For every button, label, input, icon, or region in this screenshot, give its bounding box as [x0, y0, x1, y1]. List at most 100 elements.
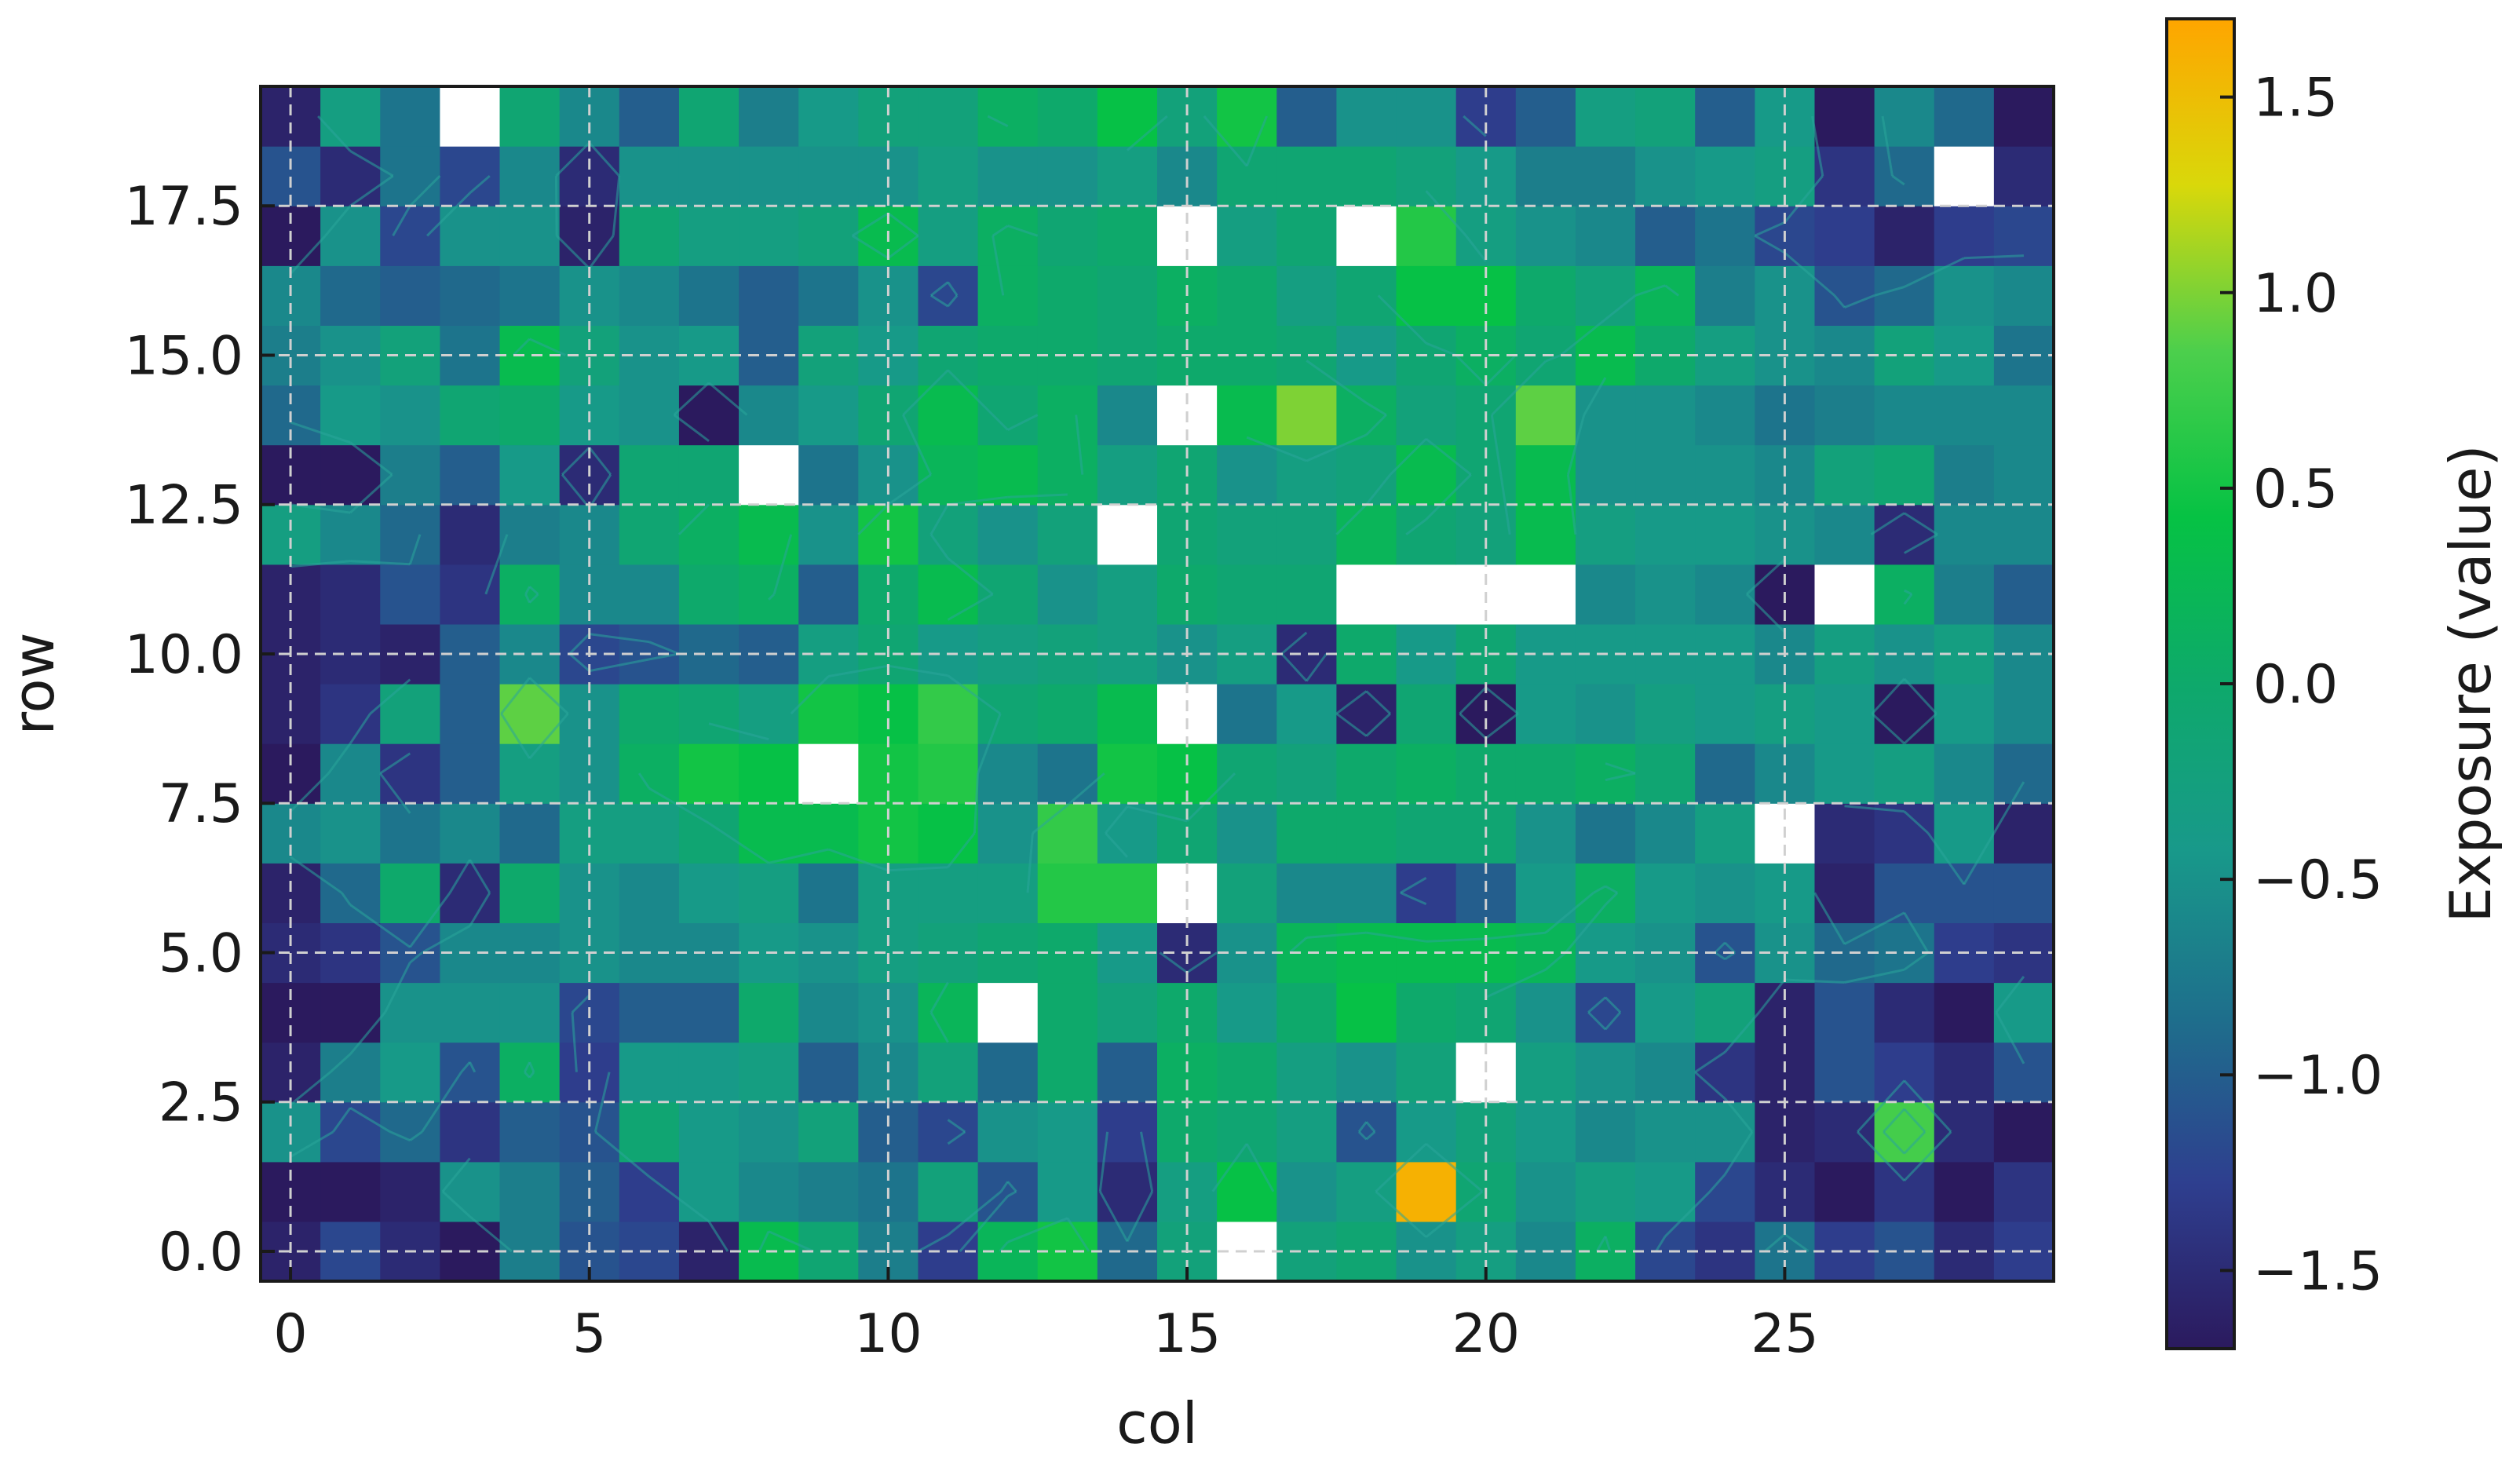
heatmap-cell: [440, 1101, 501, 1163]
heatmap-cell: [1396, 385, 1457, 446]
contour-segment: [1280, 652, 1308, 682]
contour-segment: [1559, 318, 1606, 356]
heatmap-cell: [739, 743, 799, 804]
heatmap-cell: [1993, 504, 2054, 565]
contour-segment: [1288, 937, 1308, 954]
contour-segment: [887, 235, 919, 260]
y-tick-label: 15.0: [125, 325, 243, 387]
heatmap-cell: [1934, 803, 1995, 864]
contour-segment: [469, 1215, 513, 1253]
heatmap-cell: [380, 206, 440, 266]
heatmap-cell: [1575, 206, 1636, 266]
contour-segment: [708, 722, 769, 741]
heatmap-cell: [739, 385, 799, 446]
colorbar-tick-label: −1.5: [2253, 1240, 2383, 1302]
contour-segment: [524, 593, 531, 604]
heatmap-cell: [1635, 1042, 1696, 1103]
contour-segment: [1357, 1130, 1368, 1141]
contour-segment: [959, 1195, 1009, 1252]
heatmap-cell: [320, 803, 381, 864]
heatmap-cell: [1097, 1042, 1158, 1103]
heatmap-cell: [977, 146, 1039, 206]
contour-segment: [947, 1130, 966, 1145]
contour-segment: [528, 586, 539, 596]
heatmap-cell: [380, 1161, 440, 1222]
heatmap-cell: [1635, 863, 1696, 923]
heatmap-cell: [559, 684, 620, 744]
heatmap-cell: [1336, 444, 1397, 506]
heatmap-cell: [918, 1161, 979, 1222]
heatmap-cell: [1097, 803, 1158, 864]
contour-segment: [349, 441, 393, 476]
contour-segment: [1499, 474, 1511, 535]
contour-segment: [589, 633, 650, 644]
contour-segment: [1007, 414, 1039, 431]
contour-segment: [1377, 294, 1427, 345]
contour-segment: [1714, 951, 1726, 961]
contour-segment: [1811, 115, 1824, 177]
contour-segment: [350, 560, 411, 566]
heatmap-cell: [1515, 385, 1576, 446]
heatmap-cell: [918, 743, 979, 804]
heatmap-cell: [1814, 146, 1875, 206]
heatmap-cell: [380, 385, 440, 446]
contour-segment: [384, 962, 411, 1013]
contour-segment: [948, 495, 1008, 506]
contour-segment: [408, 534, 422, 565]
contour-segment: [1465, 235, 1487, 262]
contour-segment: [1871, 712, 1905, 745]
heatmap-cell: [678, 1221, 740, 1282]
heatmap-cell: [798, 504, 859, 565]
heatmap-cell: [1993, 982, 2054, 1043]
heatmap-cell: [1934, 206, 1995, 266]
contour-segment: [947, 674, 1002, 715]
heatmap-cell: [1276, 444, 1337, 506]
contour-segment: [977, 713, 1002, 774]
heatmap-cell: [1874, 86, 1935, 147]
contour-segment: [290, 1071, 331, 1106]
heatmap-cell: [1336, 86, 1397, 147]
heatmap-cell: [678, 504, 740, 565]
contour-segment: [999, 1181, 1009, 1192]
heatmap-cell: [1814, 206, 1875, 266]
contour-segment: [987, 115, 1009, 128]
heatmap-cell: [739, 803, 799, 864]
contour-segment: [851, 235, 889, 260]
contour-segment: [648, 641, 680, 655]
heatmap-cell: [1336, 1101, 1397, 1163]
heatmap-cell-missing: [1814, 564, 1875, 625]
heatmap-cell: [440, 206, 501, 266]
heatmap-cell: [1575, 86, 1636, 147]
heatmap-cell: [678, 1042, 740, 1103]
heatmap-cell: [499, 1161, 561, 1222]
heatmap-cell: [1695, 504, 1755, 565]
contour-segment: [1843, 911, 1905, 945]
heatmap-cell: [499, 385, 561, 446]
colorbar-tick-label: −0.5: [2253, 849, 2383, 911]
contour-segment: [1140, 1131, 1154, 1192]
contour-segment: [1963, 832, 1996, 886]
contour-segment: [1425, 190, 1467, 237]
heatmap-cell: [918, 684, 979, 744]
heatmap-cell: [1874, 265, 1935, 326]
heatmap-cell-missing: [1934, 146, 1995, 206]
heatmap-cell: [499, 1042, 561, 1103]
contour-segment: [947, 557, 994, 596]
y-tick-label: 5.0: [159, 922, 243, 984]
contour-segment: [827, 848, 889, 872]
contour-segment: [1405, 518, 1427, 535]
heatmap-cell: [1276, 803, 1337, 864]
heatmap-cell: [1097, 863, 1158, 923]
contour-segment: [1485, 931, 1547, 940]
heatmap-cell: [1575, 743, 1636, 804]
heatmap-cell: [1874, 743, 1935, 804]
heatmap-cell: [1396, 1161, 1457, 1222]
heatmap-cell: [499, 863, 561, 923]
contour-segment: [1903, 911, 1930, 954]
contour-segment: [290, 503, 351, 514]
heatmap-cell: [440, 684, 501, 744]
heatmap-cell: [1037, 564, 1098, 625]
contour-segment: [1389, 437, 1427, 476]
heatmap-cell: [798, 982, 859, 1043]
heatmap-cell: [678, 1101, 740, 1163]
